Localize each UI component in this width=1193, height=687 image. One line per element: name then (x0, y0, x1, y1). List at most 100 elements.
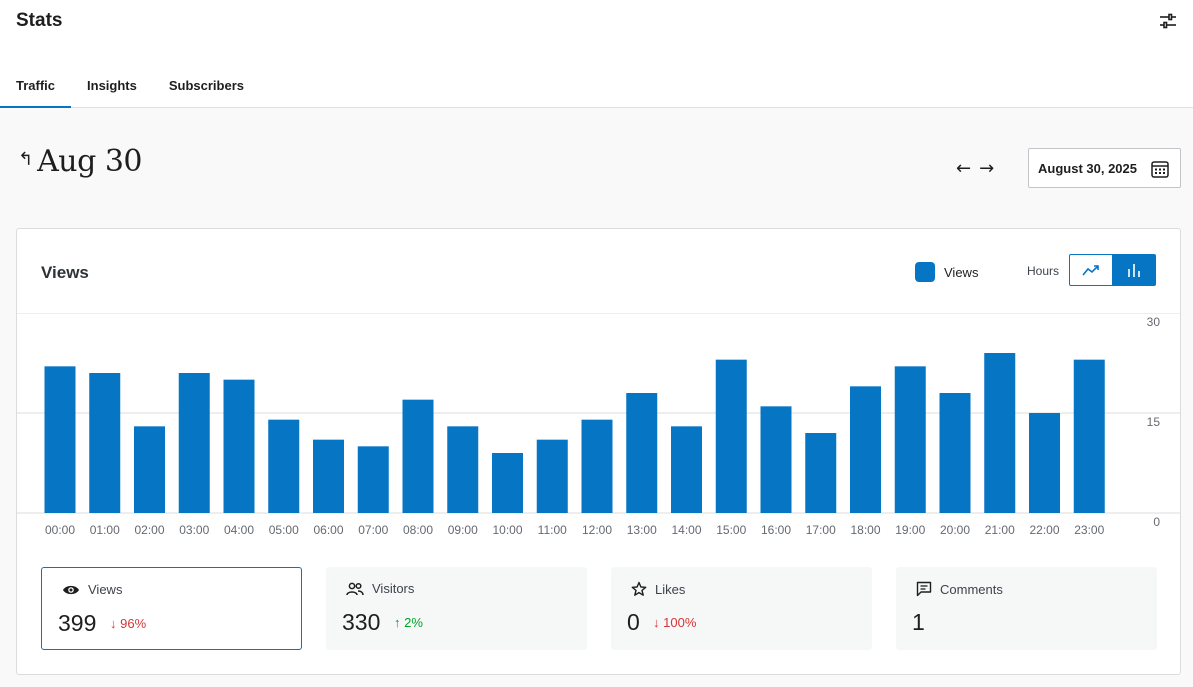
stat-likes[interactable]: Likes 0 ↓ 100% (611, 567, 872, 650)
x-tick-label: 01:00 (90, 523, 120, 537)
bar-1600[interactable] (760, 406, 792, 513)
main-content: ↰ Aug 30 ← → August 30, 2025 Views Views (0, 108, 1193, 687)
bar-1500[interactable] (715, 359, 747, 513)
x-tick-label: 02:00 (134, 523, 164, 537)
stat-label: Likes (655, 581, 686, 597)
x-tick-label: 11:00 (538, 523, 567, 537)
date-heading: ↰ Aug 30 (18, 144, 142, 179)
views-bar-chart: 0 15 30 00:00 01:00 02:00 03:00 04:00 05:00 06:00… (17, 313, 1180, 537)
bar-1800[interactable] (850, 386, 881, 513)
stat-label: Views (88, 582, 123, 597)
chart-type-toggle (1069, 254, 1156, 286)
bar-2200[interactable] (1029, 413, 1060, 513)
x-tick-label: 05:00 (269, 523, 299, 537)
x-tick-label: 16:00 (761, 523, 791, 537)
x-tick-label: 18:00 (850, 523, 880, 537)
bar-0500[interactable] (268, 419, 300, 513)
line-chart-button[interactable] (1069, 254, 1113, 286)
x-tick-label: 17:00 (806, 523, 836, 537)
stat-label: Visitors (372, 581, 415, 596)
x-tick-label: 00:00 (45, 523, 75, 537)
stat-value: 399 (58, 610, 97, 636)
x-tick-label: 14:00 (671, 523, 701, 537)
settings-sliders-icon[interactable] (1157, 10, 1179, 32)
bar-1400[interactable] (671, 426, 702, 513)
tab-insights[interactable]: Insights (87, 78, 137, 93)
card-title: Views (41, 263, 89, 282)
period-label: Hours (1027, 264, 1060, 278)
chart-legend: Views (915, 262, 978, 282)
x-tick-label: 07:00 (358, 523, 388, 537)
bar-0200[interactable] (134, 426, 165, 513)
calendar-icon (1150, 159, 1170, 182)
y-tick-label: 30 (1147, 315, 1161, 329)
x-tick-label: 03:00 (179, 523, 209, 537)
x-tick-label: 08:00 (403, 523, 433, 537)
legend-label: Views (944, 264, 979, 280)
tab-traffic[interactable]: Traffic (0, 66, 72, 108)
x-tick-label: 19:00 (895, 523, 925, 537)
bar-0900[interactable] (447, 426, 479, 513)
stat-value: 1 (912, 609, 925, 635)
bar-1900[interactable] (894, 366, 926, 513)
x-tick-label: 12:00 (582, 523, 612, 537)
stat-delta: ↓ 100% (653, 615, 697, 630)
x-tick-label: 22:00 (1029, 523, 1059, 537)
bar-0600[interactable] (313, 439, 344, 513)
top-bar: Stats Traffic Insights Subscribers (0, 0, 1193, 108)
tab-subscribers[interactable]: Subscribers (168, 78, 245, 93)
stat-visitors[interactable]: Visitors 330 ↑ 2% (326, 567, 587, 650)
star-icon (631, 581, 647, 596)
arrow-right-icon[interactable]: → (979, 158, 995, 179)
back-up-arrow-icon[interactable]: ↰ (18, 149, 34, 170)
views-card: Views Views Hours 0 15 30 00:00 01:00 02: (16, 228, 1181, 675)
bar-1300[interactable] (626, 393, 658, 513)
page-title: Stats (16, 10, 63, 31)
bar-0000[interactable] (44, 366, 76, 513)
arrow-left-icon[interactable]: ← (956, 158, 972, 179)
bar-1200[interactable] (581, 419, 613, 513)
stat-value: 330 (342, 609, 381, 635)
bar-0700[interactable] (357, 446, 389, 513)
eye-icon (63, 585, 79, 594)
bar-0400[interactable] (223, 379, 255, 513)
stats-summary: Views 399 ↓ 96% Visitors 330 ↑ 2% (41, 567, 1157, 650)
bar-0800[interactable] (402, 399, 434, 513)
x-tick-label: 23:00 (1074, 523, 1104, 537)
x-tick-label: 20:00 (940, 523, 970, 537)
bar-2000[interactable] (939, 393, 971, 513)
x-tick-label: 10:00 (492, 523, 522, 537)
bar-0300[interactable] (178, 373, 210, 513)
bar-0100[interactable] (89, 373, 121, 513)
x-tick-label: 06:00 (313, 523, 343, 537)
y-tick-label: 0 (1153, 515, 1160, 529)
bar-1700[interactable] (805, 433, 837, 513)
stat-comments[interactable]: Comments 1 (896, 567, 1157, 650)
stat-delta: ↓ 96% (110, 616, 147, 631)
stat-views[interactable]: Views 399 ↓ 96% (41, 567, 302, 650)
stat-value: 0 (627, 609, 640, 635)
bar-1000[interactable] (492, 453, 523, 513)
x-tick-label: 04:00 (224, 523, 254, 537)
x-tick-label: 15:00 (716, 523, 746, 537)
tab-bar: Traffic Insights Subscribers (0, 66, 260, 108)
comment-icon (916, 581, 932, 597)
bar-chart-icon (1128, 264, 1140, 277)
bar-2100[interactable] (984, 353, 1016, 513)
people-icon (346, 582, 364, 595)
x-tick-label: 09:00 (448, 523, 478, 537)
date-picker[interactable]: August 30, 2025 (1028, 148, 1181, 188)
date-picker-value: August 30, 2025 (1038, 160, 1137, 176)
trend-line-icon (1082, 265, 1099, 276)
stat-label: Comments (940, 581, 1003, 597)
legend-swatch (915, 262, 935, 282)
stat-delta: ↑ 2% (394, 615, 423, 630)
bar-2300[interactable] (1073, 359, 1105, 513)
x-tick-label: 21:00 (985, 523, 1015, 537)
y-tick-label: 15 (1147, 415, 1161, 429)
date-title: Aug 30 (37, 144, 142, 179)
bar-1100[interactable] (536, 439, 568, 513)
x-tick-label: 13:00 (627, 523, 657, 537)
bar-chart-button[interactable] (1112, 254, 1156, 286)
date-nav-arrows: ← → (956, 158, 994, 179)
